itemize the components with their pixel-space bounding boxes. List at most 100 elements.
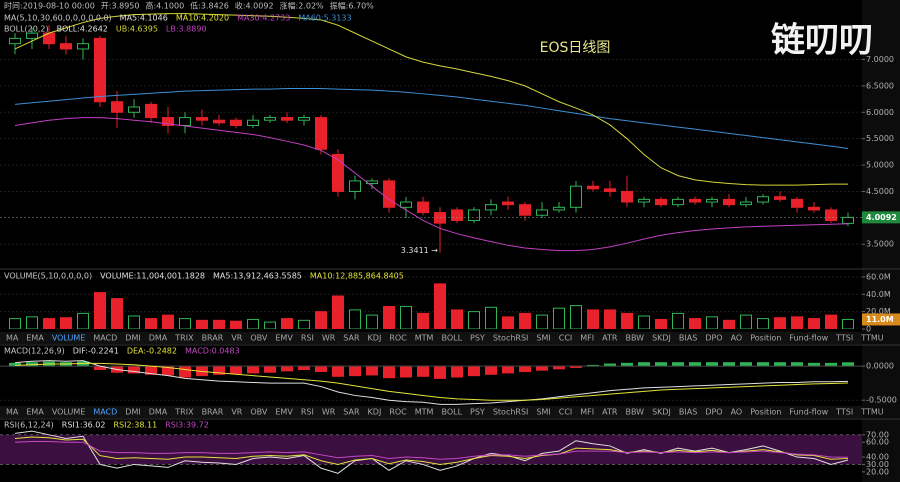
tab[interactable]: SAR [343, 408, 360, 417]
tab[interactable]: AO [731, 334, 743, 343]
tab[interactable]: ROC [389, 408, 407, 417]
bar [400, 305, 412, 329]
bar [468, 365, 480, 377]
tab[interactable]: TTMU [860, 408, 884, 417]
tab[interactable]: DMA [149, 408, 168, 417]
bar [417, 365, 429, 377]
tab[interactable]: Fund-flow [789, 408, 828, 417]
tab[interactable]: DPO [705, 408, 722, 417]
bar [468, 311, 480, 329]
bar [502, 365, 514, 374]
tab[interactable]: Position [750, 408, 781, 417]
tab[interactable]: BOLL [441, 334, 462, 343]
tab[interactable]: OBV [250, 408, 268, 417]
tab[interactable]: MACD [93, 408, 117, 417]
tab[interactable]: TTSI [835, 334, 853, 343]
tab[interactable]: TTMU [860, 334, 884, 343]
bar [536, 365, 548, 371]
tab[interactable]: BBW [625, 334, 644, 343]
candle-body [128, 106, 140, 113]
tab[interactable]: SKDJ [652, 334, 671, 343]
tab[interactable]: ROC [389, 334, 407, 343]
bar [842, 318, 854, 329]
tab[interactable]: MA [6, 408, 19, 417]
tab[interactable]: WR [322, 408, 336, 417]
legend-item: RSI2:38.11 [113, 421, 157, 430]
line-series [14, 430, 849, 474]
tab[interactable]: Fund-flow [789, 334, 828, 343]
tab[interactable]: MFI [580, 334, 594, 343]
candle-body [519, 204, 531, 216]
line-series [14, 88, 849, 150]
tab[interactable]: RSI [301, 408, 314, 417]
bar [349, 309, 361, 329]
y-tick-label: 20.00 [866, 467, 889, 476]
tab[interactable]: CCI [559, 408, 573, 417]
candle-body [842, 216, 854, 224]
tab[interactable]: CCI [559, 334, 573, 343]
tab[interactable]: DMA [149, 334, 168, 343]
tab[interactable]: AO [731, 408, 743, 417]
legend-item: VOLUME:11,004,001.1828 [100, 272, 205, 281]
tab[interactable]: BIAS [679, 408, 697, 417]
tab[interactable]: BBW [625, 408, 644, 417]
header-item: 时间:2019-08-10 00:00 [4, 1, 95, 11]
candle-body [434, 212, 446, 224]
candle-body [655, 198, 667, 206]
tab[interactable]: ATR [602, 334, 618, 343]
tab[interactable]: MA [6, 334, 19, 343]
tab[interactable]: DMI [125, 408, 140, 417]
bar [451, 365, 463, 378]
bar [689, 362, 701, 367]
tab[interactable]: VR [231, 408, 242, 417]
bar [485, 365, 497, 375]
tab[interactable]: SMI [536, 334, 550, 343]
tab[interactable]: VOLUME [52, 334, 86, 343]
tab[interactable]: MTM [415, 334, 434, 343]
tab[interactable]: PSY [470, 408, 485, 417]
tab[interactable]: MFI [580, 408, 594, 417]
tab[interactable]: DPO [705, 334, 722, 343]
y-tick-label: 0.0000 [866, 362, 894, 371]
tab[interactable]: KDJ [368, 408, 382, 417]
tab[interactable]: BOLL [441, 408, 462, 417]
tab[interactable]: EMA [26, 334, 44, 343]
legend-item: UB:4.6395 [116, 25, 158, 34]
tab[interactable]: WR [322, 334, 336, 343]
legend-item: MA10:4.2020 [176, 14, 229, 23]
legend-item: MA5:13,912,463.5585 [213, 272, 302, 281]
tab[interactable]: VR [231, 334, 242, 343]
tab[interactable]: SAR [343, 334, 360, 343]
tab[interactable]: Position [750, 334, 781, 343]
tab[interactable]: TTSI [835, 408, 853, 417]
tab[interactable]: StochRSI [493, 408, 529, 417]
tab[interactable]: RSI [301, 334, 314, 343]
tab[interactable]: BRAR [202, 334, 224, 343]
tab[interactable]: StochRSI [493, 334, 529, 343]
bar [553, 307, 565, 329]
bar [77, 312, 89, 329]
watermark: 链叨叨 [771, 21, 873, 61]
tab[interactable]: BIAS [679, 334, 697, 343]
candle-body [468, 209, 480, 221]
tab[interactable]: SMI [536, 408, 550, 417]
candle-body [332, 154, 344, 192]
tab[interactable]: EMV [275, 334, 293, 343]
tab[interactable]: EMV [275, 408, 293, 417]
tab[interactable]: BRAR [202, 408, 224, 417]
legend-item: RSI(6,12,24) [4, 421, 54, 430]
tab[interactable]: DMI [125, 334, 140, 343]
tab[interactable]: EMA [26, 408, 44, 417]
legend-item: MA30:4.2733 [237, 14, 290, 23]
bar [451, 309, 463, 329]
tab[interactable]: ATR [602, 408, 618, 417]
tab[interactable]: SKDJ [652, 408, 671, 417]
tab[interactable]: TRIX [174, 408, 194, 417]
tab[interactable]: VOLUME [52, 408, 86, 417]
tab[interactable]: PSY [470, 334, 485, 343]
tab[interactable]: KDJ [368, 334, 382, 343]
tab[interactable]: OBV [250, 334, 268, 343]
tab[interactable]: MACD [93, 334, 117, 343]
tab[interactable]: MTM [415, 408, 434, 417]
tab[interactable]: TRIX [174, 334, 194, 343]
